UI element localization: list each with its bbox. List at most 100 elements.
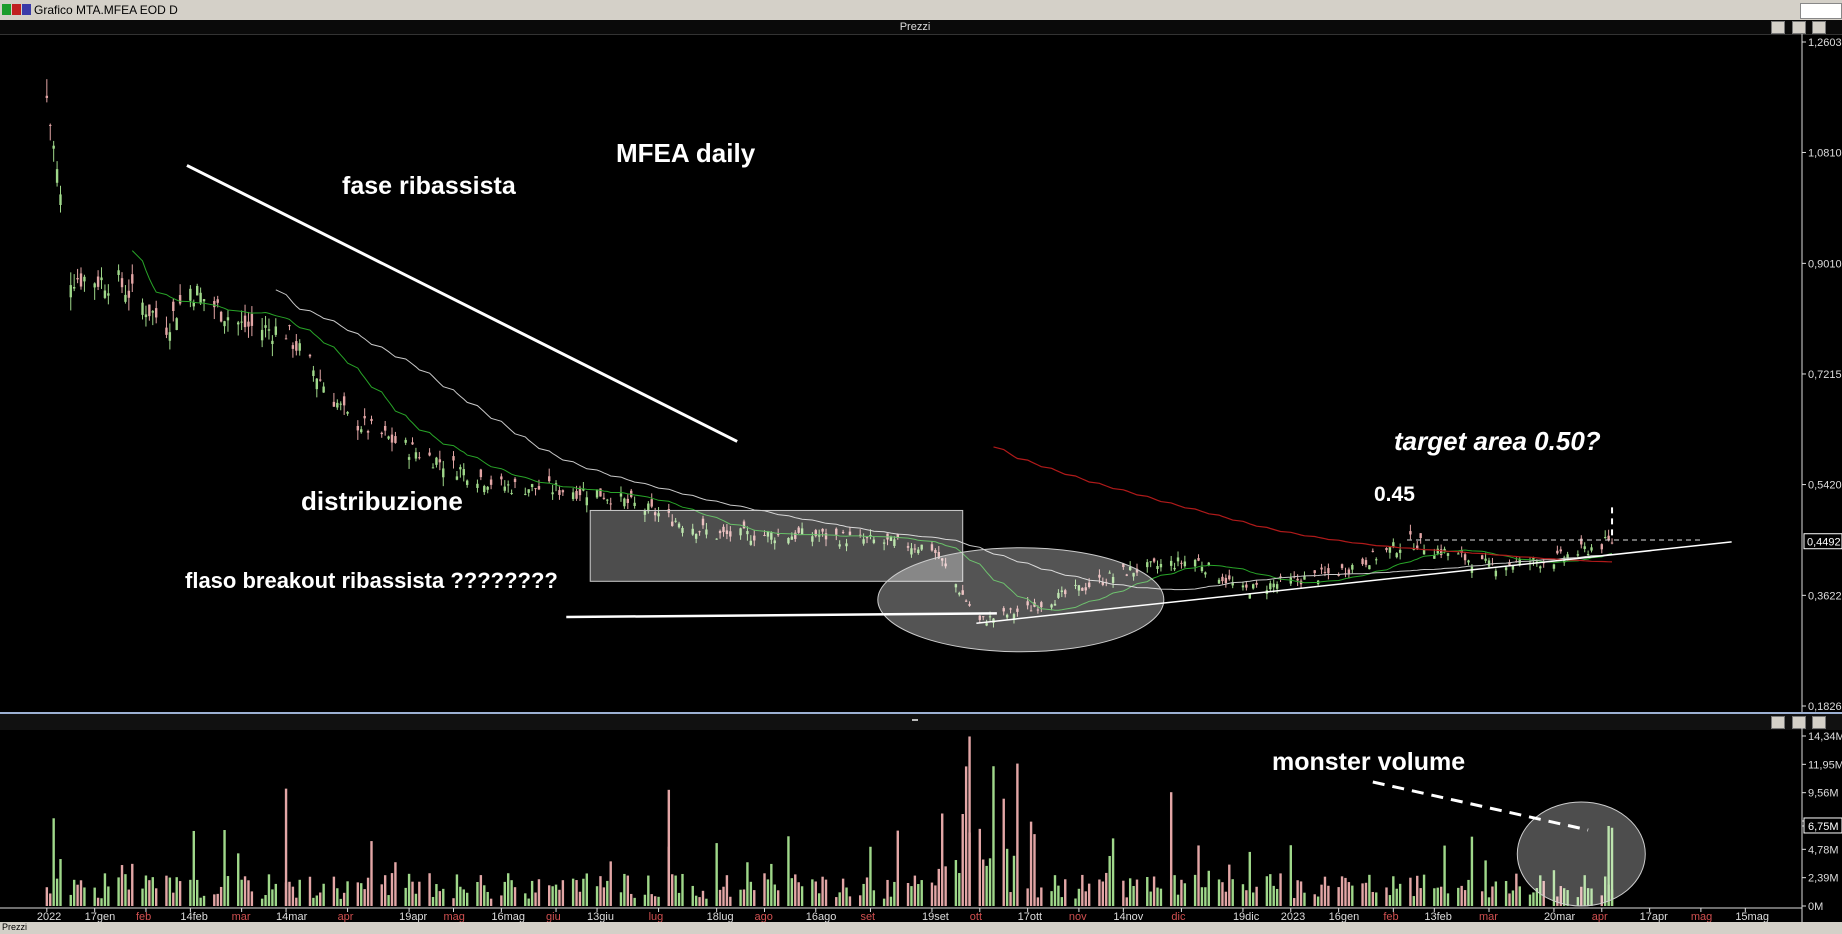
candle-body	[322, 386, 325, 393]
splitter-grip-icon[interactable]	[912, 719, 918, 721]
candle-body	[602, 497, 606, 499]
time-tick-label: giu	[546, 911, 561, 922]
candle-body	[1221, 576, 1224, 582]
ma-long-line	[993, 446, 1613, 563]
volume-bar	[175, 877, 178, 906]
app-icon	[2, 4, 11, 15]
candle-body	[1371, 550, 1375, 552]
volume-bar	[1566, 890, 1569, 906]
candle-body	[1156, 566, 1159, 570]
volume-pointer-dashed	[1372, 780, 1589, 832]
volume-bar	[595, 886, 599, 906]
candle-body	[1409, 531, 1412, 535]
candle-body	[69, 285, 72, 298]
candle-body	[1607, 535, 1610, 540]
candle-body	[243, 315, 247, 328]
volume-bar	[1535, 888, 1539, 906]
candle-body	[506, 484, 510, 486]
volume-bar	[1012, 855, 1016, 906]
candle-body	[524, 493, 527, 495]
price-tick-label: 0,1826	[1808, 701, 1842, 712]
price-panel-header: Prezzi	[0, 20, 1842, 35]
volume-bar	[72, 879, 76, 906]
candle-body	[1012, 614, 1016, 620]
toolbar-field[interactable]	[1800, 3, 1842, 19]
volume-bar	[527, 898, 530, 906]
volume-bar	[653, 896, 657, 906]
candle-body	[1200, 567, 1204, 572]
time-tick-label: mag	[1691, 911, 1712, 922]
volume-bar	[1193, 874, 1197, 906]
panel-separator[interactable]	[0, 712, 1842, 730]
forward-arrow-icon[interactable]	[22, 4, 31, 15]
candle-body	[561, 490, 565, 493]
volume-bar	[1050, 891, 1053, 906]
volume-close-button[interactable]	[1812, 716, 1826, 729]
volume-bar	[213, 894, 216, 906]
candle-body	[172, 301, 175, 312]
candle-body	[465, 480, 469, 485]
breakout-ellipse	[877, 547, 1165, 653]
volume-bar	[982, 859, 985, 906]
candle-body	[216, 299, 219, 303]
candle-body	[455, 476, 459, 480]
maximize-button[interactable]	[1791, 21, 1806, 34]
candle-body	[196, 285, 199, 296]
candle-body	[937, 552, 940, 559]
candle-body	[407, 457, 411, 460]
volume-bar	[1060, 897, 1064, 906]
candle-body	[339, 403, 342, 405]
candle-body	[1480, 555, 1484, 560]
volume-bar	[312, 897, 315, 906]
volume-bar	[1504, 881, 1508, 906]
candle-body	[694, 533, 698, 539]
minimize-button[interactable]	[1771, 21, 1786, 34]
volume-bar	[1299, 881, 1303, 906]
volume-bar	[582, 878, 585, 906]
panel-title: Prezzi	[899, 21, 931, 33]
volume-bar	[360, 883, 363, 906]
volume-bar	[1029, 821, 1033, 906]
candle-body	[1077, 585, 1081, 591]
panel-window-buttons	[1769, 21, 1826, 39]
volume-bar	[633, 897, 636, 906]
price-chart[interactable]: MFEA daily fase ribassista distribuzione fl…	[0, 34, 1842, 712]
candle-body	[1180, 562, 1183, 564]
candle-body	[1320, 567, 1323, 570]
candle-body	[366, 430, 370, 433]
volume-bar	[896, 830, 899, 906]
candle-body	[715, 538, 718, 540]
candle-body	[1416, 545, 1419, 550]
volume-bar	[363, 889, 366, 906]
volume-bar	[906, 882, 910, 906]
volume-bar	[342, 892, 346, 906]
time-tick-label: set	[860, 911, 875, 922]
candle-body	[882, 542, 886, 544]
candle-body	[120, 278, 124, 288]
back-arrow-icon[interactable]	[12, 4, 21, 15]
volume-bar	[537, 879, 541, 906]
volume-bar	[739, 889, 742, 906]
candle-body	[100, 277, 103, 281]
volume-bar	[196, 879, 199, 906]
volume-bar	[1105, 872, 1108, 906]
volume-bar	[1371, 891, 1375, 906]
close-button[interactable]	[1812, 21, 1826, 34]
volume-bar	[1559, 886, 1562, 906]
candle-body	[1340, 564, 1344, 569]
candle-body	[985, 623, 988, 626]
volume-chart[interactable]: monster volume 14,34M11,95M9,56M7,17M6,7…	[0, 728, 1842, 922]
candle-body	[961, 590, 964, 595]
volume-bar	[1347, 882, 1351, 906]
candle-body	[370, 418, 373, 422]
volume-bar	[1125, 897, 1128, 906]
candle-body	[1368, 565, 1371, 570]
volume-bar	[1207, 870, 1210, 906]
volume-bar	[1398, 883, 1402, 906]
candle-body	[701, 518, 705, 526]
candle-body	[930, 544, 934, 551]
volume-bar	[1245, 890, 1248, 906]
candle-body	[1169, 560, 1173, 566]
volume-bar	[551, 886, 554, 906]
volume-bar	[452, 898, 455, 906]
